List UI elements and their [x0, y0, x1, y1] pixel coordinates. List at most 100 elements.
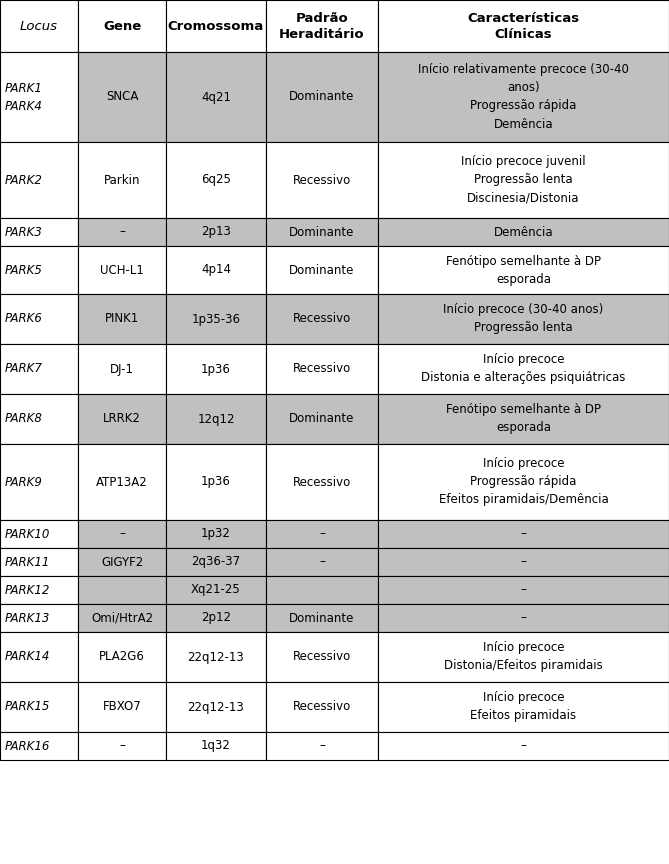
Text: Início precoce
Efeitos piramidais: Início precoce Efeitos piramidais: [470, 691, 577, 722]
Text: PARK5: PARK5: [5, 264, 43, 276]
Bar: [266, 142, 378, 218]
Text: Recessivo: Recessivo: [293, 363, 351, 376]
Bar: [78, 52, 166, 142]
Text: 1p32: 1p32: [201, 528, 231, 541]
Bar: [378, 394, 669, 444]
Text: Início precoce
Progressão rápida
Efeitos piramidais/Demência: Início precoce Progressão rápida Efeitos…: [439, 458, 608, 506]
Bar: [0, 394, 78, 444]
Text: PARK9: PARK9: [5, 475, 43, 488]
Text: Locus: Locus: [20, 20, 58, 33]
Text: PLA2G6: PLA2G6: [99, 651, 145, 664]
Text: 4p14: 4p14: [201, 264, 231, 276]
Text: PARK14: PARK14: [5, 651, 50, 664]
Bar: [266, 682, 378, 732]
Text: PARK12: PARK12: [5, 583, 50, 596]
Bar: [78, 548, 166, 576]
Bar: [0, 576, 78, 604]
Bar: [378, 732, 669, 760]
Bar: [0, 294, 78, 344]
Bar: [266, 52, 378, 142]
Text: Dominante: Dominante: [289, 264, 355, 276]
Bar: [378, 520, 669, 548]
Bar: [0, 218, 78, 246]
Bar: [0, 0, 78, 52]
Bar: [166, 604, 266, 632]
Text: Início precoce (30-40 anos)
Progressão lenta: Início precoce (30-40 anos) Progressão l…: [444, 303, 603, 334]
Bar: [266, 520, 378, 548]
Text: –: –: [319, 528, 325, 541]
Text: GIGYF2: GIGYF2: [101, 556, 143, 569]
Bar: [78, 294, 166, 344]
Bar: [378, 682, 669, 732]
Bar: [78, 576, 166, 604]
Text: PARK1
PARK4: PARK1 PARK4: [5, 81, 43, 112]
Bar: [378, 294, 669, 344]
Text: 6q25: 6q25: [201, 174, 231, 187]
Text: Fenótipo semelhante à DP
esporada: Fenótipo semelhante à DP esporada: [446, 403, 601, 435]
Text: LRRK2: LRRK2: [103, 412, 141, 425]
Bar: [78, 520, 166, 548]
Text: PARK13: PARK13: [5, 612, 50, 625]
Text: Recessivo: Recessivo: [293, 475, 351, 488]
Text: PARK15: PARK15: [5, 701, 50, 714]
Bar: [266, 548, 378, 576]
Text: Demência: Demência: [494, 226, 553, 238]
Bar: [266, 246, 378, 294]
Text: Omi/HtrA2: Omi/HtrA2: [91, 612, 153, 625]
Text: 2p12: 2p12: [201, 612, 231, 625]
Bar: [166, 682, 266, 732]
Bar: [78, 732, 166, 760]
Text: Cromossoma: Cromossoma: [168, 20, 264, 33]
Bar: [378, 548, 669, 576]
Bar: [78, 394, 166, 444]
Bar: [78, 246, 166, 294]
Bar: [266, 576, 378, 604]
Text: Fenótipo semelhante à DP
esporada: Fenótipo semelhante à DP esporada: [446, 255, 601, 285]
Bar: [266, 218, 378, 246]
Text: –: –: [119, 528, 125, 541]
Bar: [266, 344, 378, 394]
Bar: [78, 604, 166, 632]
Bar: [166, 344, 266, 394]
Bar: [378, 218, 669, 246]
Text: SNCA: SNCA: [106, 91, 138, 104]
Bar: [0, 732, 78, 760]
Bar: [166, 52, 266, 142]
Text: 1p35-36: 1p35-36: [191, 313, 240, 326]
Text: PARK16: PARK16: [5, 740, 50, 753]
Bar: [78, 444, 166, 520]
Bar: [166, 444, 266, 520]
Text: Dominante: Dominante: [289, 226, 355, 238]
Text: Início precoce
Distonia/Efeitos piramidais: Início precoce Distonia/Efeitos piramida…: [444, 641, 603, 672]
Bar: [78, 344, 166, 394]
Bar: [166, 576, 266, 604]
Bar: [0, 604, 78, 632]
Bar: [266, 444, 378, 520]
Bar: [378, 142, 669, 218]
Text: DJ-1: DJ-1: [110, 363, 134, 376]
Bar: [266, 732, 378, 760]
Bar: [378, 576, 669, 604]
Text: Recessivo: Recessivo: [293, 701, 351, 714]
Text: PARK6: PARK6: [5, 313, 43, 326]
Text: Parkin: Parkin: [104, 174, 140, 187]
Bar: [166, 632, 266, 682]
Bar: [166, 294, 266, 344]
Text: –: –: [520, 583, 527, 596]
Text: Xq21-25: Xq21-25: [191, 583, 241, 596]
Bar: [378, 632, 669, 682]
Bar: [78, 632, 166, 682]
Bar: [78, 142, 166, 218]
Text: PARK7: PARK7: [5, 363, 43, 376]
Text: FBXO7: FBXO7: [102, 701, 141, 714]
Text: PARK2: PARK2: [5, 174, 43, 187]
Text: Dominante: Dominante: [289, 612, 355, 625]
Text: –: –: [319, 556, 325, 569]
Bar: [0, 520, 78, 548]
Bar: [266, 294, 378, 344]
Text: UCH-L1: UCH-L1: [100, 264, 144, 276]
Bar: [166, 732, 266, 760]
Text: –: –: [119, 226, 125, 238]
Text: –: –: [520, 556, 527, 569]
Bar: [266, 394, 378, 444]
